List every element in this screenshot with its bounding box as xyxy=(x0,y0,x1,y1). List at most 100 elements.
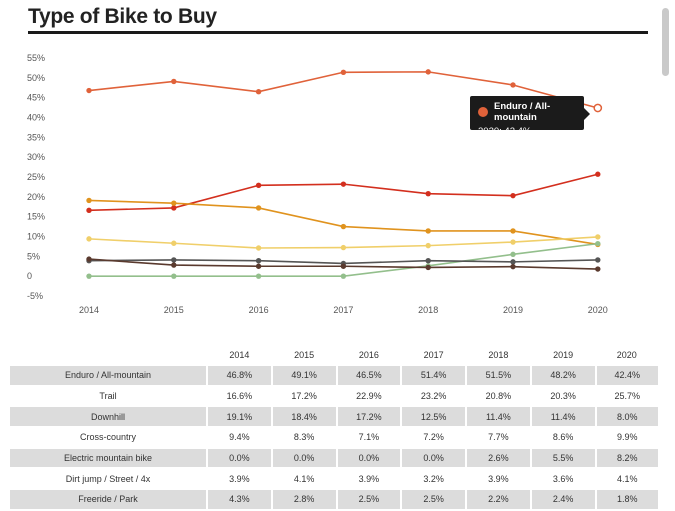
table-cell: 2.6% xyxy=(465,447,531,470)
table-cell: 17.2% xyxy=(270,385,337,408)
data-point[interactable] xyxy=(255,89,262,95)
data-point[interactable] xyxy=(255,257,262,264)
y-tick-label: 10% xyxy=(27,232,45,242)
data-point[interactable] xyxy=(171,262,177,268)
data-point[interactable] xyxy=(171,205,177,211)
row-label: Enduro / All-mountain xyxy=(10,366,207,387)
table-cell: 8.2% xyxy=(594,447,658,470)
table-cell: 23.2% xyxy=(400,385,466,408)
table-cell: 3.9% xyxy=(335,468,402,491)
y-tick-label: 55% xyxy=(27,53,45,63)
data-point[interactable] xyxy=(425,69,431,75)
x-tick-label: 2020 xyxy=(588,305,608,315)
table-cell: 4.3% xyxy=(206,489,272,511)
data-table: 2014 2015 2016 2017 2018 2019 2020 Enduro / Al… xyxy=(10,344,658,511)
table-cell: 3.6% xyxy=(529,468,596,491)
y-tick-label: 30% xyxy=(27,152,45,162)
data-point[interactable] xyxy=(171,273,177,279)
data-point[interactable] xyxy=(255,182,262,189)
row-label: Cross-country xyxy=(10,427,207,449)
row-label: Electric mountain bike xyxy=(10,447,207,470)
data-point[interactable] xyxy=(255,263,262,269)
data-point[interactable] xyxy=(425,257,431,264)
data-point[interactable] xyxy=(340,273,347,279)
x-tick-label: 2015 xyxy=(164,305,184,315)
data-point[interactable] xyxy=(595,257,601,263)
table-cell: 12.5% xyxy=(400,406,466,429)
table-cell: 7.7% xyxy=(465,427,531,449)
data-point[interactable] xyxy=(86,197,92,204)
row-label: Downhill xyxy=(10,406,207,429)
tooltip-arrow xyxy=(584,108,590,120)
data-point[interactable] xyxy=(510,192,516,199)
data-point[interactable] xyxy=(425,242,431,249)
x-tick-label: 2016 xyxy=(249,305,269,315)
data-point-highlighted[interactable] xyxy=(593,103,603,113)
table-cell: 1.8% xyxy=(594,489,658,511)
table-cell: 3.9% xyxy=(206,468,272,491)
data-point[interactable] xyxy=(171,200,177,206)
data-point[interactable] xyxy=(340,263,347,269)
data-point[interactable] xyxy=(171,257,177,263)
table-cell: 8.6% xyxy=(529,427,596,449)
row-label: Freeride / Park xyxy=(10,489,207,511)
data-point[interactable] xyxy=(425,264,431,271)
column-header: 2014 xyxy=(229,350,250,360)
data-point[interactable] xyxy=(425,228,431,234)
table-cell: 18.4% xyxy=(270,406,337,429)
data-point[interactable] xyxy=(86,256,92,262)
data-point[interactable] xyxy=(340,223,347,230)
y-tick-label: 20% xyxy=(27,192,45,202)
data-point[interactable] xyxy=(340,69,347,75)
chart-tooltip: Enduro / All-mountain 2020: 42.4% xyxy=(470,96,590,137)
table-cell: 49.1% xyxy=(270,366,337,387)
data-point[interactable] xyxy=(255,245,262,251)
data-point[interactable] xyxy=(86,273,92,279)
data-point[interactable] xyxy=(86,236,92,242)
data-point[interactable] xyxy=(510,259,516,265)
table-cell: 7.1% xyxy=(335,427,402,449)
data-point[interactable] xyxy=(510,251,516,258)
series-downhill xyxy=(86,197,601,248)
series-enduro-all-mountain xyxy=(86,69,603,113)
data-point[interactable] xyxy=(86,207,92,214)
data-point[interactable] xyxy=(595,240,601,247)
scrollbar-thumb[interactable] xyxy=(662,8,669,76)
table-cell: 48.2% xyxy=(529,366,596,387)
data-point[interactable] xyxy=(510,228,516,234)
table-cell: 7.2% xyxy=(400,427,466,449)
column-header xyxy=(10,344,207,366)
table-body: Enduro / All-mountain 46.8% 49.1% 46.5% 51.4… xyxy=(10,366,658,511)
table-cell: 2.2% xyxy=(465,489,531,511)
table-cell: 0.0% xyxy=(400,447,466,470)
data-point[interactable] xyxy=(171,78,177,85)
data-point[interactable] xyxy=(255,273,262,279)
data-point[interactable] xyxy=(595,234,601,240)
table-cell: 46.8% xyxy=(206,366,272,387)
table-cell: 3.9% xyxy=(465,468,531,491)
tooltip-series-name: Enduro / All-mountain xyxy=(494,101,551,123)
table-cell: 22.9% xyxy=(335,385,402,408)
table-cell: 46.5% xyxy=(335,366,402,387)
table-cell: 0.0% xyxy=(206,447,272,470)
column-header: 2019 xyxy=(553,350,574,360)
data-point[interactable] xyxy=(510,263,516,270)
data-point[interactable] xyxy=(595,266,601,272)
data-point[interactable] xyxy=(171,240,177,246)
series-layer xyxy=(86,69,603,279)
data-point[interactable] xyxy=(595,171,601,177)
data-point[interactable] xyxy=(425,190,431,197)
y-tick-label: 50% xyxy=(27,73,45,83)
y-tick-label: 40% xyxy=(27,113,45,123)
data-point[interactable] xyxy=(86,87,92,94)
data-point[interactable] xyxy=(510,239,516,245)
data-point[interactable] xyxy=(340,181,347,187)
x-tick-label: 2018 xyxy=(418,305,438,315)
x-axis: 2014 2015 2016 2017 2018 2019 2020 xyxy=(79,305,608,315)
data-point[interactable] xyxy=(340,244,347,251)
y-tick-label: 0 xyxy=(27,271,32,281)
table-row: Downhill 19.1% 18.4% 17.2% 12.5% 11.4% 11.4% 8.… xyxy=(10,406,658,429)
table-row: Cross-country 9.4% 8.3% 7.1% 7.2% 7.7% 8.6% 9.9… xyxy=(10,427,658,449)
data-point[interactable] xyxy=(510,82,516,88)
data-point[interactable] xyxy=(255,205,262,211)
